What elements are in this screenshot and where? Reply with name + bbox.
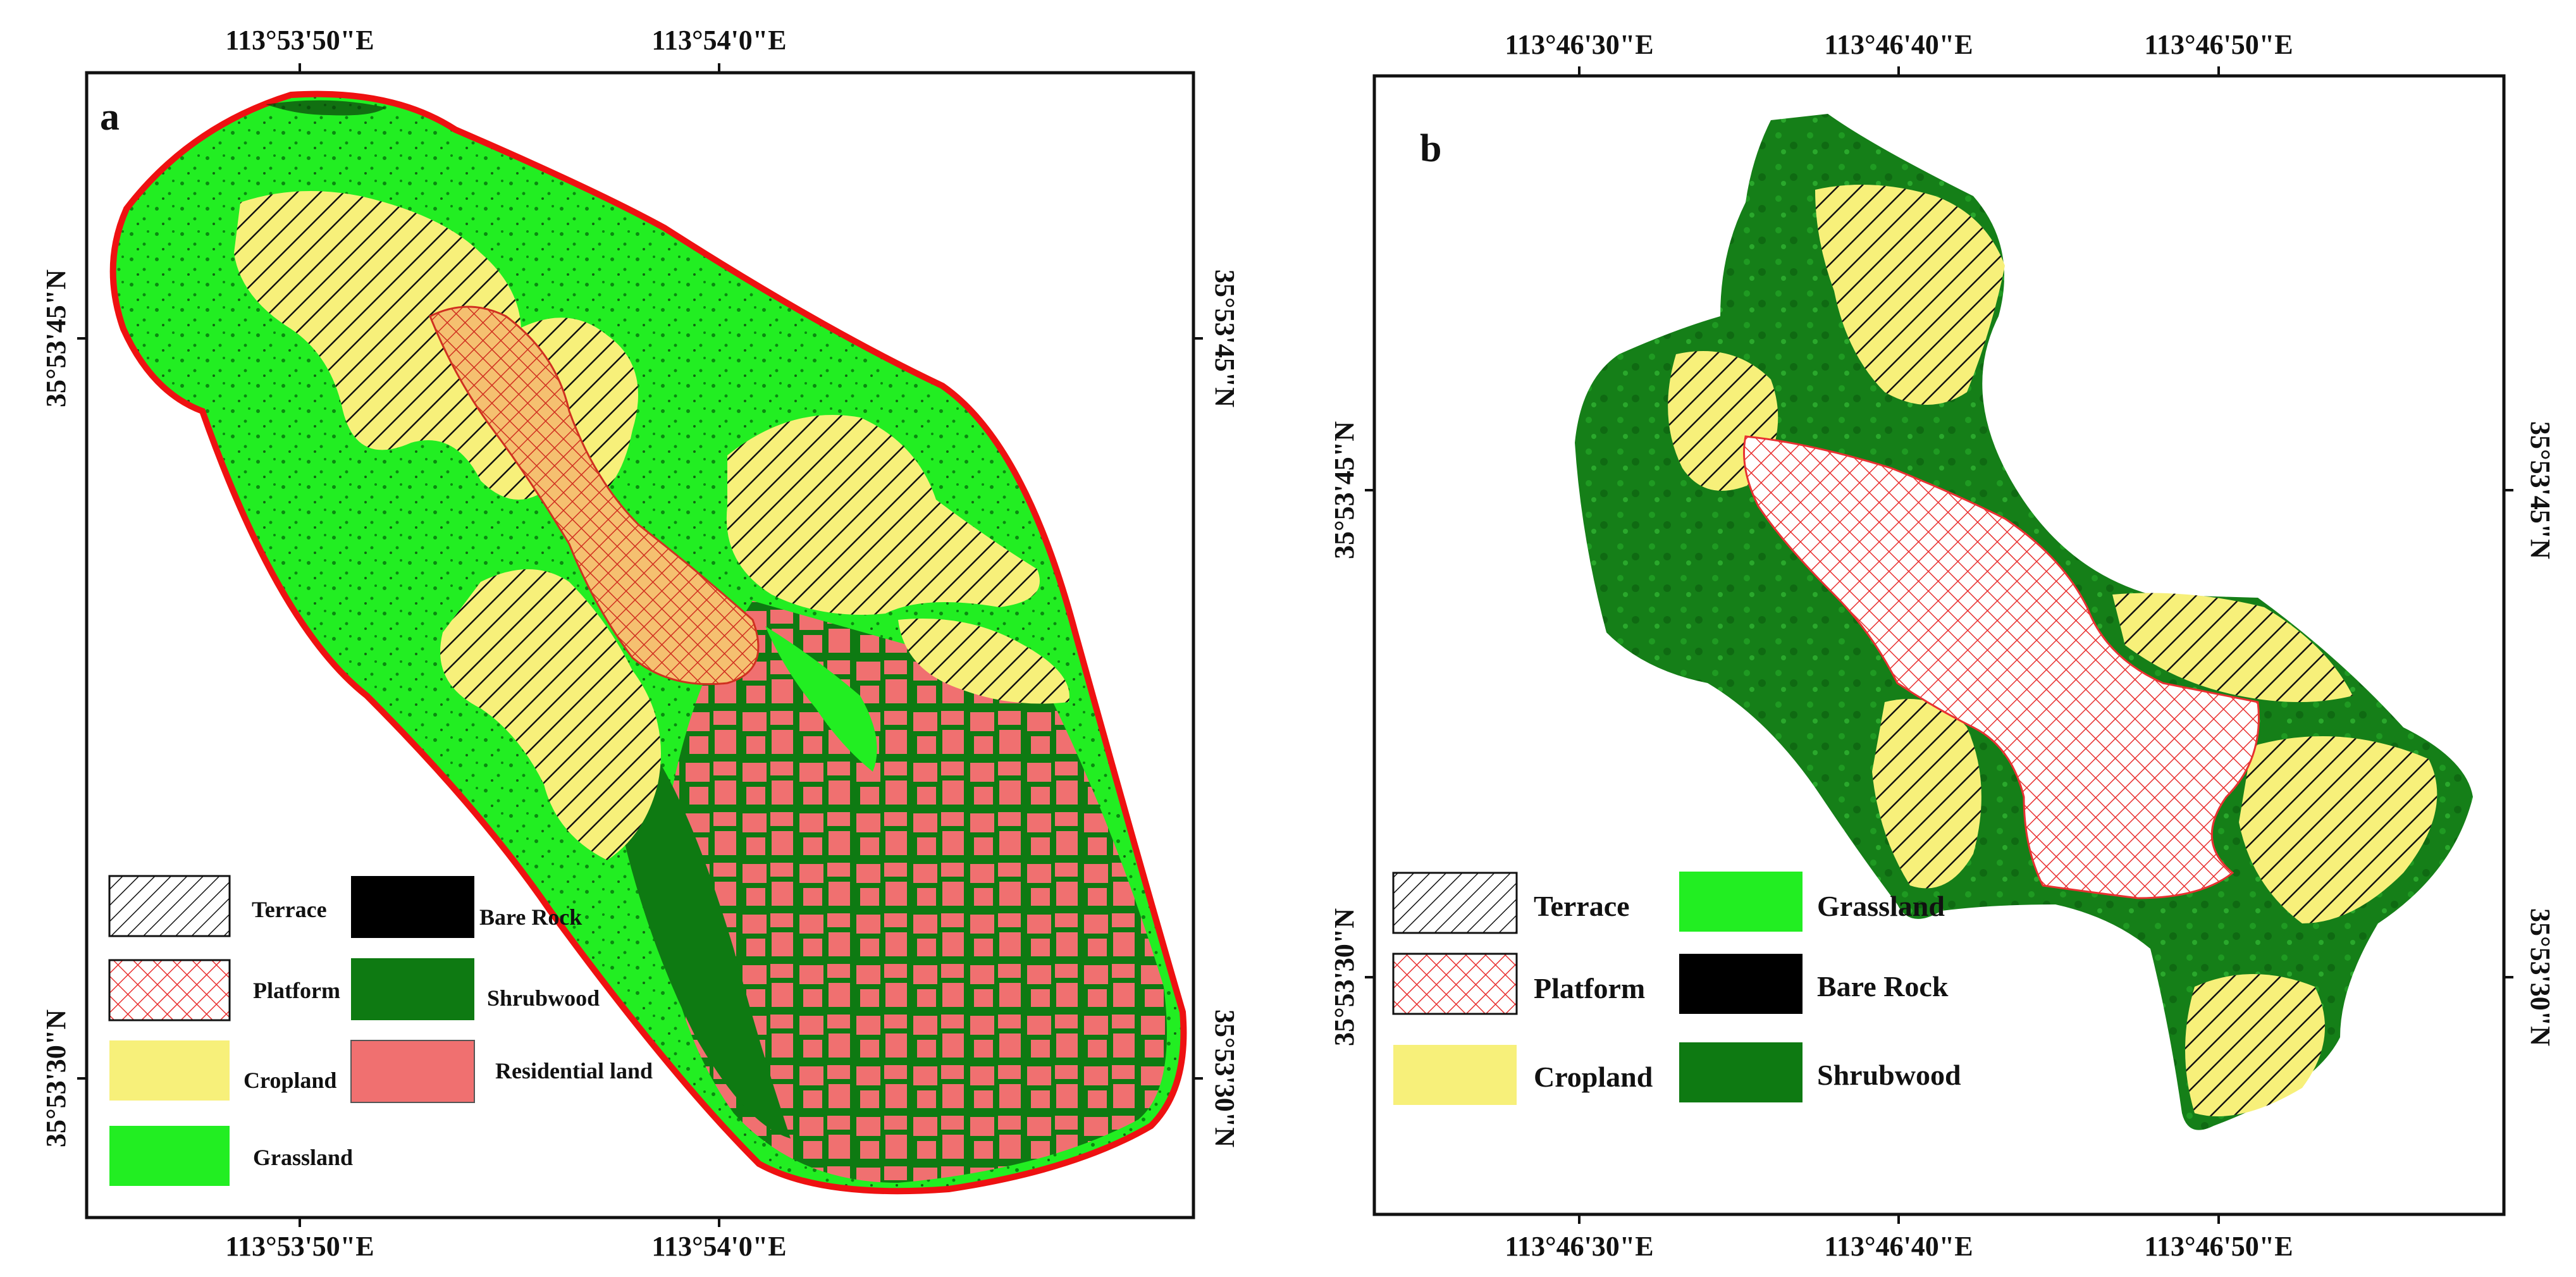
panel-a-terrace-4-hatch — [898, 619, 1069, 704]
legend-a-shrubwood-swatch — [351, 958, 474, 1020]
panel-a-map — [109, 90, 1187, 1195]
panel-a-left-tick-1: 35°53'45"N — [40, 269, 71, 407]
panel-b-terrace-4-hatch — [2239, 736, 2437, 923]
panel-b: b 113°46'30"E 113°46'40"E 113°46'50"E 11… — [1329, 29, 2556, 1262]
panel-a-top-tick-2: 113°54'0"E — [651, 25, 786, 56]
panel-a-shrubwood-band — [620, 759, 791, 1138]
legend-a-residential-label: Residential land — [495, 1058, 653, 1083]
legend-a-bare-rock-swatch — [351, 876, 474, 938]
legend-b-platform-label: Platform — [1534, 972, 1645, 1004]
panel-b-top-tick-1: 113°46'30"E — [1505, 29, 1653, 60]
legend-a-terrace-label: Terrace — [252, 897, 327, 922]
panel-a-ticks — [77, 63, 1203, 1227]
panel-b-left-tick-1: 35°53'45"N — [1329, 421, 1360, 559]
panel-b-right-tick-2: 35°53'30"N — [2525, 908, 2556, 1046]
legend-a-cropland-swatch — [109, 1040, 230, 1101]
panel-a-bottom-tick-2: 113°54'0"E — [651, 1231, 786, 1262]
panel-a-letter: a — [100, 96, 120, 139]
panel-b-bottom-tick-2: 113°46'40"E — [1824, 1231, 1973, 1262]
legend-a-shrubwood-label: Shrubwood — [487, 985, 600, 1011]
legend-b-terrace-swatch — [1392, 872, 1518, 934]
panel-b-ticks — [1365, 66, 2513, 1224]
legend-b-terrace-label: Terrace — [1534, 890, 1630, 922]
panel-b-terrace-5-hatch — [2185, 974, 2325, 1116]
legend-a-terrace-swatch — [108, 875, 231, 937]
panel-a: a 113°53'50"E 113°54'0"E 113°53'50"E 113… — [40, 25, 1240, 1262]
legend-b-grassland-label: Grassland — [1817, 890, 1945, 922]
legend-a-bare-rock-label: Bare Rock — [479, 904, 582, 930]
panel-b-bottom-tick-3: 113°46'50"E — [2144, 1231, 2293, 1262]
panel-b-terrace-1-hatch — [1815, 185, 2005, 405]
legend-b-shrubwood-label: Shrubwood — [1817, 1059, 1961, 1091]
panel-a-legend: Terrace Platform Cropland Grassland Bare… — [108, 875, 653, 1186]
panel-a-left-tick-2: 35°53'30"N — [40, 1009, 71, 1147]
legend-b-shrubwood-swatch — [1679, 1042, 1803, 1102]
legend-a-grassland-label: Grassland — [253, 1145, 353, 1170]
panel-b-bottom-tick-1: 113°46'30"E — [1505, 1231, 1653, 1262]
panel-a-right-tick-2: 35°53'30"N — [1209, 1009, 1240, 1147]
legend-b-bare-rock-label: Bare Rock — [1817, 970, 1949, 1002]
legend-b-cropland-label: Cropland — [1534, 1061, 1653, 1093]
legend-a-platform-swatch — [108, 959, 231, 1021]
legend-b-grassland-swatch — [1679, 872, 1803, 932]
panel-a-right-tick-1: 35°53'45"N — [1209, 269, 1240, 407]
panel-a-bottom-tick-1: 113°53'50"E — [225, 1231, 374, 1262]
panel-b-legend: Terrace Platform Cropland Grassland Bare… — [1392, 872, 1961, 1105]
panel-b-letter: b — [1420, 127, 1441, 170]
legend-b-bare-rock-swatch — [1679, 954, 1803, 1014]
panel-a-terrace-5-hatch — [440, 569, 661, 860]
panel-a-top-tick-1: 113°53'50"E — [225, 25, 374, 56]
panel-b-top-tick-2: 113°46'40"E — [1824, 29, 1973, 60]
panel-b-terrace-6-hatch — [1872, 699, 1981, 889]
legend-b-platform-swatch — [1392, 953, 1518, 1015]
panel-a-bare-rock — [266, 100, 386, 116]
panel-b-map — [1575, 114, 2473, 1130]
panel-b-platform — [1743, 435, 2260, 899]
panel-b-top-tick-3: 113°46'50"E — [2144, 29, 2293, 60]
legend-b-cropland-swatch — [1393, 1045, 1517, 1105]
panel-a-platform — [429, 305, 760, 686]
panel-a-grass-channel — [765, 626, 877, 772]
panel-b-left-tick-2: 35°53'30"N — [1329, 908, 1360, 1046]
legend-a-cropland-label: Cropland — [243, 1068, 336, 1093]
panel-b-right-tick-1: 35°53'45"N — [2525, 421, 2556, 559]
legend-a-platform-label: Platform — [253, 978, 340, 1003]
panel-a-terrace-3-hatch — [726, 415, 1040, 615]
legend-a-grassland-swatch — [109, 1126, 230, 1186]
panel-a-residential-region — [658, 601, 1167, 1183]
panel-b-terrace-3-hatch — [2112, 593, 2353, 702]
legend-a-residential-swatch — [350, 1040, 475, 1103]
panel-a-terrace-1-hatch — [234, 191, 559, 500]
